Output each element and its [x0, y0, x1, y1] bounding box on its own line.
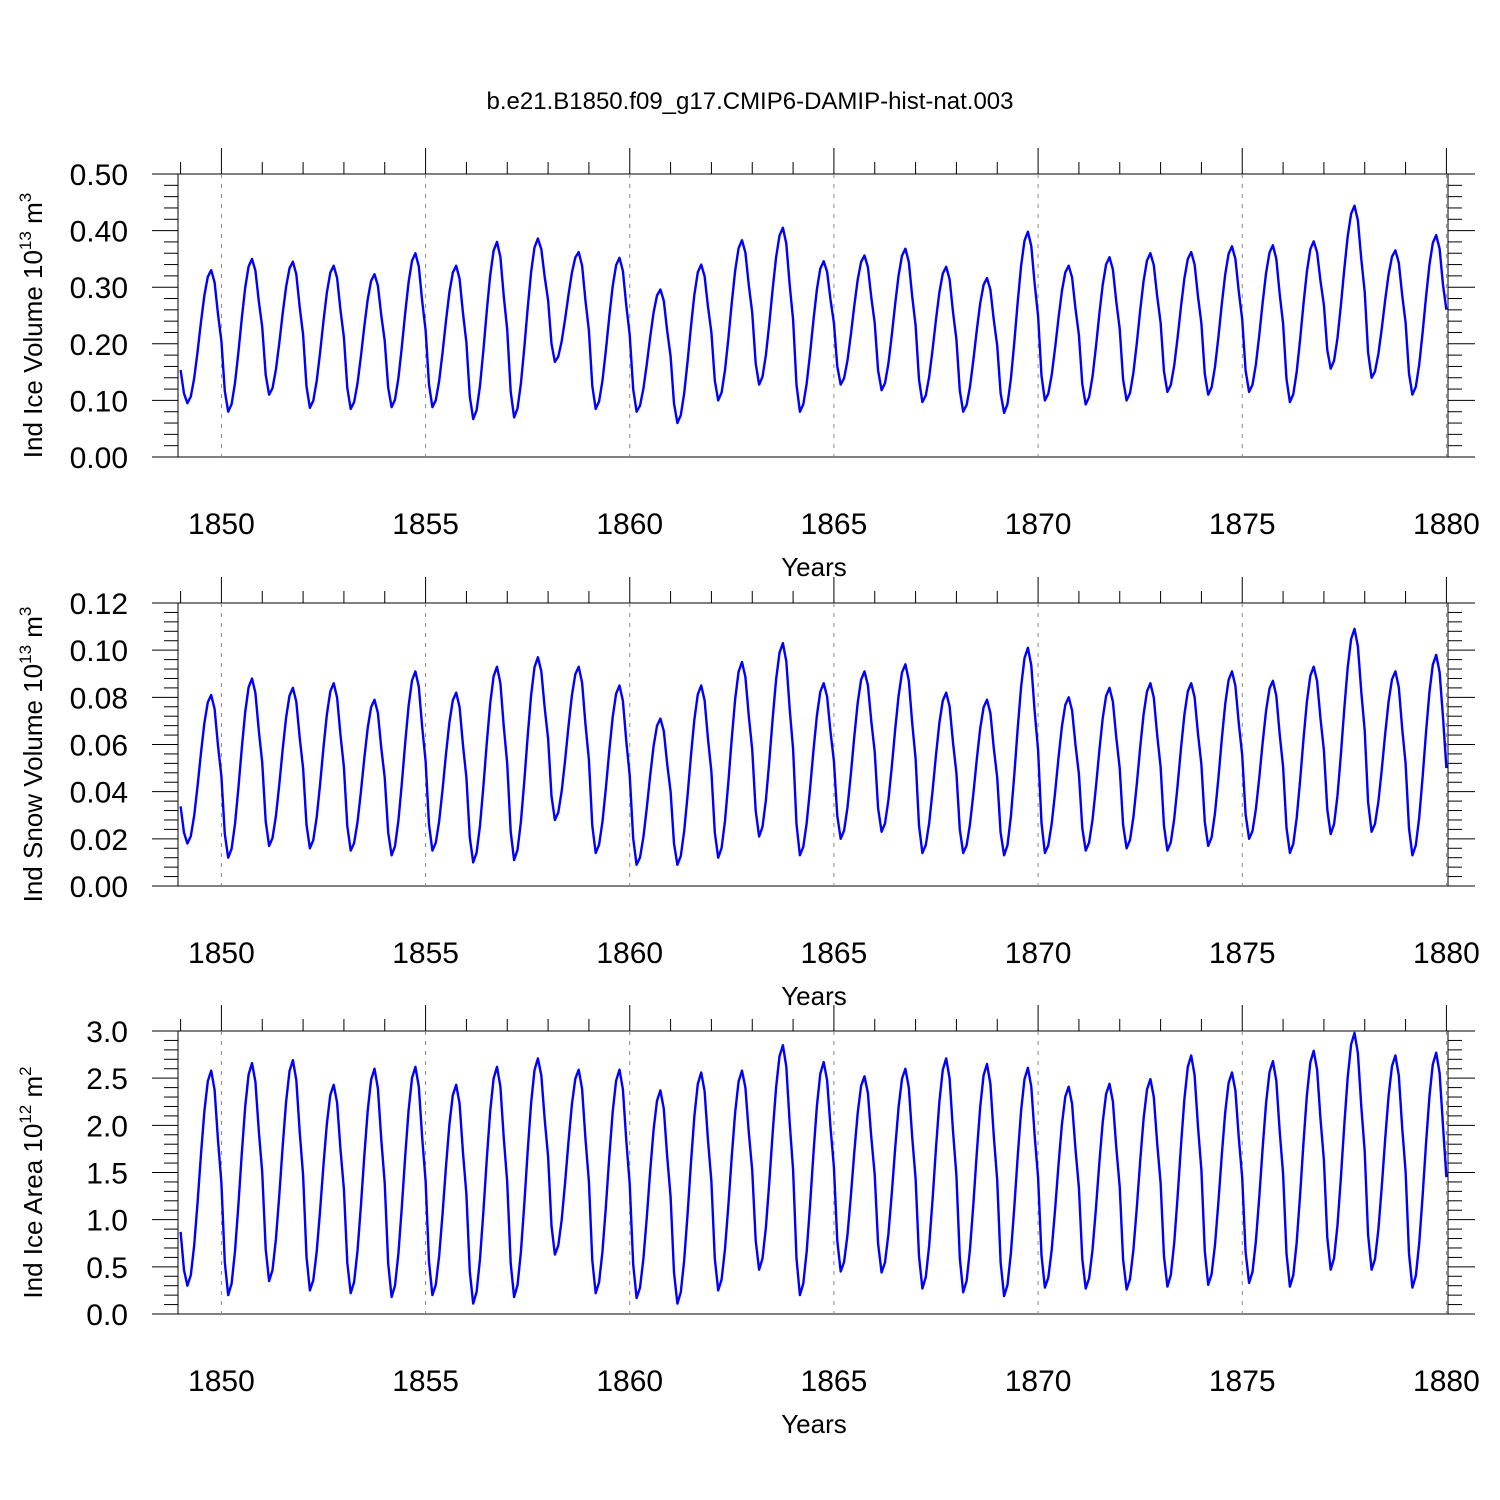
y-tick-label: 0.12	[70, 588, 128, 621]
x-tick-label: 1865	[801, 937, 868, 970]
x-tick-label: 1870	[1005, 508, 1072, 541]
y-tick-label: 1.5	[86, 1158, 128, 1191]
chart-panel-2: 1850 1855 1860 1865 1870 1875 1880 0.00 0.02 0.04…	[16, 577, 1480, 1011]
y-tick-label: 0.20	[70, 329, 128, 362]
series-line	[179, 204, 1448, 425]
x-tick-label: 1880	[1413, 508, 1480, 541]
figure-title: b.e21.B1850.f09_g17.CMIP6-DAMIP-hist-nat…	[486, 88, 1014, 115]
y-tick-label: 0.08	[70, 682, 128, 715]
x-tick-label: 1855	[392, 508, 459, 541]
y-tick-label: 0.02	[70, 824, 128, 857]
x-tick-label: 1870	[1005, 1365, 1072, 1398]
x-tick-label: 1875	[1209, 937, 1276, 970]
y-tick-label: 0.30	[70, 272, 128, 305]
x-tick-label: 1850	[188, 937, 255, 970]
y-tick-label: 0.10	[70, 385, 128, 418]
x-tick-label: 1860	[596, 937, 663, 970]
x-tick-label: 1865	[801, 1365, 868, 1398]
x-tick-label: 1850	[188, 1365, 255, 1398]
x-tick-label: 1880	[1413, 1365, 1480, 1398]
y-tick-label: 0.40	[70, 216, 128, 249]
chart-panel-1: 1850 1855 1860 1865 1870 1875 1880 0.00 0.10 0.20…	[16, 148, 1480, 582]
series-line	[179, 627, 1448, 866]
x-tick-label: 1870	[1005, 937, 1072, 970]
x-tick-label: 1850	[188, 508, 255, 541]
y-tick-label: 2.5	[86, 1063, 128, 1096]
chart-panel-3: 1850 1855 1860 1865 1870 1875 1880 0.0 0.5 1.0 1.5…	[16, 1005, 1480, 1439]
y-tick-label: 0.50	[70, 159, 128, 192]
y-tick-label: 0.0	[86, 1299, 128, 1332]
x-tick-label: 1880	[1413, 937, 1480, 970]
y-tick-label: 0.10	[70, 635, 128, 668]
series-line	[179, 1031, 1448, 1305]
y-tick-label: 3.0	[86, 1016, 128, 1049]
x-axis-label: Years	[781, 1409, 847, 1439]
x-axis-label: Years	[781, 981, 847, 1011]
y-axis-label: Ind Snow Volume 1013 m3	[16, 607, 48, 903]
y-axis-label: Ind Ice Area 1012 m2	[16, 1066, 48, 1298]
y-tick-label: 0.00	[70, 871, 128, 904]
x-tick-label: 1875	[1209, 1365, 1276, 1398]
y-tick-label: 0.5	[86, 1252, 128, 1285]
x-tick-label: 1865	[801, 508, 868, 541]
x-tick-label: 1875	[1209, 508, 1276, 541]
y-tick-label: 0.00	[70, 442, 128, 475]
x-tick-label: 1860	[596, 1365, 663, 1398]
y-tick-label: 2.0	[86, 1110, 128, 1143]
y-tick-label: 1.0	[86, 1205, 128, 1238]
y-tick-label: 0.06	[70, 730, 128, 763]
x-tick-label: 1860	[596, 508, 663, 541]
x-tick-label: 1855	[392, 1365, 459, 1398]
x-axis-label: Years	[781, 552, 847, 582]
y-tick-label: 0.04	[70, 777, 128, 810]
x-tick-label: 1855	[392, 937, 459, 970]
y-axis-label: Ind Ice Volume 1013 m3	[16, 193, 48, 458]
